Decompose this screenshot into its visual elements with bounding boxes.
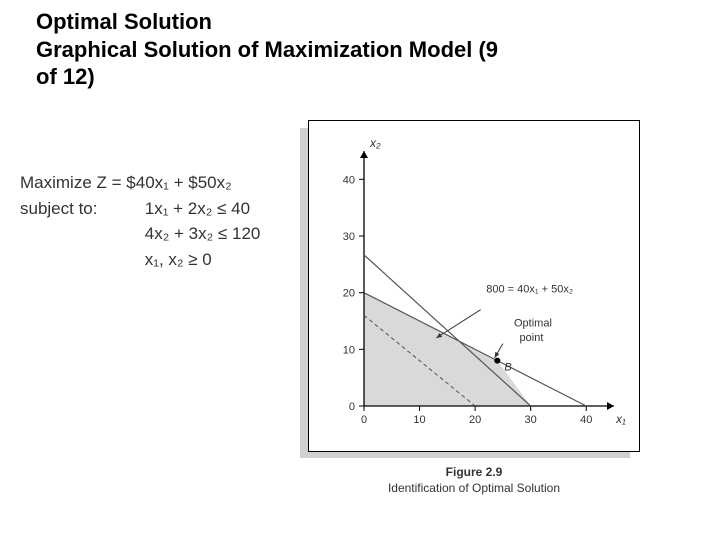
- svg-text:0: 0: [361, 414, 367, 426]
- objective-rhs: $40x₁ + $50x₂: [126, 173, 231, 192]
- svg-text:40: 40: [580, 414, 592, 426]
- svg-text:10: 10: [413, 414, 425, 426]
- objective-lhs: Maximize Z =: [20, 173, 122, 192]
- title-line-3: of 12): [36, 63, 700, 91]
- subject-to-label: subject to:: [20, 196, 140, 222]
- svg-text:10: 10: [343, 344, 355, 356]
- figure-number: Figure 2.9: [308, 465, 640, 481]
- svg-text:x₁: x₁: [615, 412, 626, 426]
- svg-text:20: 20: [469, 414, 481, 426]
- constraint-3: x₁, x₂ ≥ 0: [145, 250, 212, 269]
- svg-text:30: 30: [525, 414, 537, 426]
- chart-svg: 0 10 20 30 40 0 10 20 30 40 x₁ x₂ B 800 = 40x₁ + 50x₂…: [309, 121, 639, 451]
- title-line-1: Optimal Solution: [36, 8, 700, 36]
- constraint-1: 1x₁ + 2x₂ ≤ 40: [145, 199, 250, 218]
- svg-text:30: 30: [343, 231, 355, 243]
- title-line-2: Graphical Solution of Maximization Model…: [36, 36, 700, 64]
- objective-function: Maximize Z = $40x₁ + $50x₂: [20, 170, 300, 196]
- figure-caption: Figure 2.9 Identification of Optimal Sol…: [308, 465, 640, 496]
- constraint-2: 4x₂ + 3x₂ ≤ 120: [145, 224, 261, 243]
- slide: Optimal Solution Graphical Solution of M…: [0, 0, 720, 540]
- svg-text:40: 40: [343, 174, 355, 186]
- content-row: Maximize Z = $40x₁ + $50x₂ subject to: 1…: [0, 120, 720, 272]
- constraint-3-row: x₁, x₂ ≥ 0: [20, 247, 300, 273]
- svg-text:20: 20: [343, 288, 355, 300]
- figure-caption-text: Identification of Optimal Solution: [388, 481, 560, 495]
- svg-text:Optimal: Optimal: [514, 318, 552, 330]
- svg-text:x₂: x₂: [369, 136, 381, 150]
- svg-text:0: 0: [349, 401, 355, 413]
- chart-box: 0 10 20 30 40 0 10 20 30 40 x₁ x₂ B 800 = 40x₁ + 50x₂…: [308, 120, 640, 452]
- subject-to-row: subject to: 1x₁ + 2x₂ ≤ 40: [20, 196, 300, 222]
- svg-text:800 = 40x₁ + 50x₂: 800 = 40x₁ + 50x₂: [486, 284, 573, 296]
- svg-text:B: B: [504, 362, 511, 374]
- slide-title: Optimal Solution Graphical Solution of M…: [36, 8, 700, 91]
- formula-block: Maximize Z = $40x₁ + $50x₂ subject to: 1…: [0, 120, 300, 272]
- svg-text:point: point: [520, 332, 544, 344]
- constraint-2-row: 4x₂ + 3x₂ ≤ 120: [20, 221, 300, 247]
